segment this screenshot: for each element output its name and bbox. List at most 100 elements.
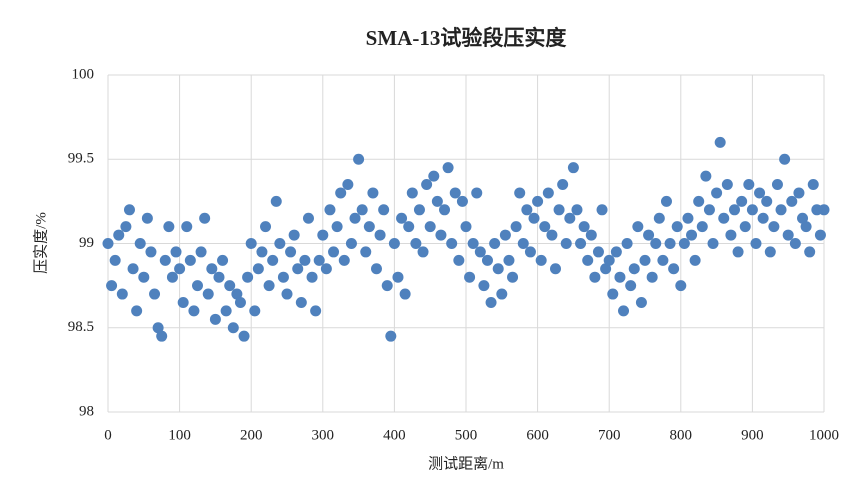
data-point [177,296,189,308]
data-point [567,162,579,174]
data-point [231,288,243,300]
data-point [424,221,436,233]
data-point [174,263,186,275]
data-point [739,221,751,233]
data-point [288,229,300,241]
data-point [371,263,382,275]
data-point [381,280,393,292]
data-point [410,238,422,249]
data-point [618,305,630,317]
data-point [310,305,322,317]
data-point [320,263,332,275]
data-point [714,136,726,148]
data-point [754,187,766,199]
data-point [131,305,143,317]
data-point [120,221,132,233]
data-point [503,254,515,266]
y-tick-label: 99.5 [68,151,94,167]
x-tick-label: 600 [526,427,549,443]
data-point [560,238,572,249]
x-tick-label: 200 [240,427,263,443]
y-tick-label: 100 [72,66,95,82]
data-point [689,254,701,266]
data-point [238,330,250,342]
data-point [242,271,254,283]
data-point [192,280,203,292]
data-point [499,229,511,241]
data-point [592,246,604,258]
data-point [306,271,318,283]
data-point [596,204,608,216]
data-point [671,221,683,233]
data-point [163,221,175,233]
data-point [678,238,690,249]
data-point [335,187,347,199]
data-point [603,254,615,266]
data-point [474,246,486,258]
data-point [743,179,755,191]
data-point [166,271,178,283]
data-point [711,187,723,199]
data-point [338,254,350,266]
data-point [202,288,214,300]
data-point [460,221,472,233]
data-point [349,212,361,224]
data-point [761,195,773,207]
data-point [123,204,135,216]
data-point [779,153,791,165]
data-point [467,238,479,249]
data-point [489,238,501,249]
data-point [428,170,440,182]
data-point [149,288,161,300]
data-point [181,221,193,233]
data-point [324,204,336,216]
y-tick-label: 98.5 [68,319,94,335]
data-point [227,322,239,334]
data-point [746,204,758,216]
data-point [675,280,687,292]
data-point [775,204,787,216]
data-point [127,263,139,275]
data-point [718,212,730,224]
data-point [392,271,404,283]
data-point [557,179,569,191]
data-point [725,229,737,241]
data-point [367,187,379,199]
data-point [206,263,218,275]
x-axis-label: 测试距离/m [428,455,504,472]
data-point [399,288,411,300]
data-point [478,280,490,292]
data-point [313,254,325,266]
data-point [378,204,390,216]
data-point [449,187,461,199]
data-point [113,229,125,241]
data-point [159,254,171,266]
data-point [252,263,264,275]
data-point [274,238,286,249]
data-point [292,263,304,275]
data-point [453,254,465,266]
data-point [471,187,483,199]
data-point [764,246,776,258]
data-point [657,254,669,266]
data-point [102,238,114,249]
data-point [431,195,443,207]
data-point [550,263,561,275]
data-point [245,238,257,249]
data-point [786,195,798,207]
data-point [385,330,397,342]
data-point [693,195,705,207]
data-point [331,221,343,233]
data-point [578,221,590,233]
data-point [521,204,533,216]
data-point [328,246,340,258]
data-point [532,195,544,207]
x-tick-label: 1000 [809,427,839,443]
data-point [653,212,665,224]
data-point [650,238,662,249]
data-point [442,162,454,174]
data-point [299,254,311,266]
data-point [736,195,748,207]
data-point [496,288,508,300]
